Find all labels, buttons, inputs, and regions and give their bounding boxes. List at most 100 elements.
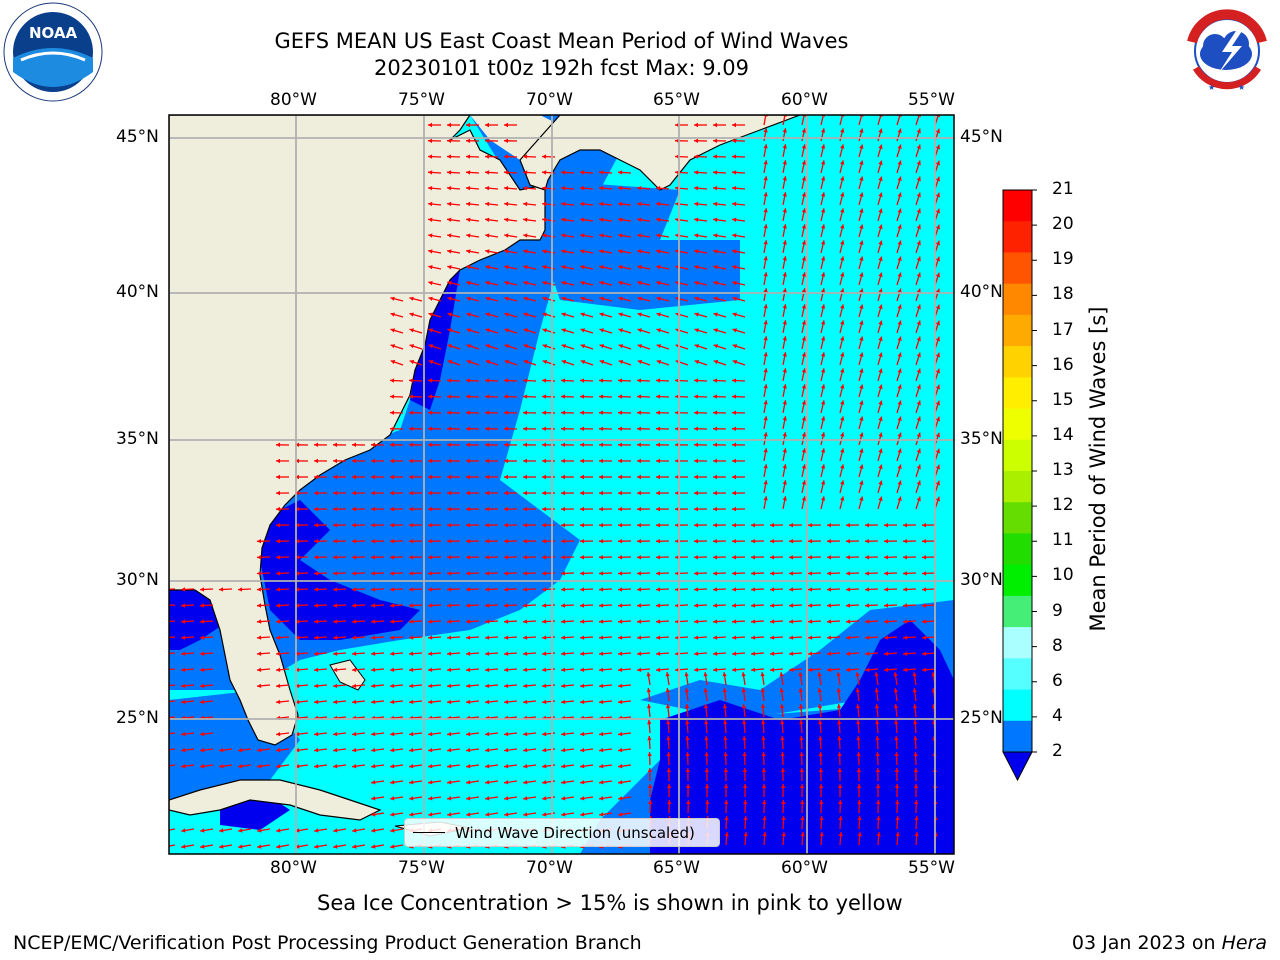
wave-direction-arrow-head	[694, 651, 699, 656]
wave-direction-arrow-head	[580, 280, 585, 286]
wave-direction-arrow-head	[276, 523, 280, 528]
wave-direction-arrow-head	[913, 736, 918, 741]
wave-direction-arrow-head	[561, 233, 566, 238]
wave-direction-arrow-head	[656, 359, 662, 365]
wave-direction-arrow-head	[371, 667, 376, 672]
wave-direction-arrow-head	[763, 272, 768, 277]
lon-label-bottom-80w: 80°W	[270, 858, 317, 878]
wave-direction-arrow-head	[820, 368, 826, 373]
wave-direction-arrow-head	[761, 752, 766, 757]
wave-direction-arrow-head	[466, 359, 472, 365]
wave-direction-arrow-head	[409, 780, 414, 785]
wave-direction-arrow-head	[466, 523, 470, 528]
wave-direction-arrow-head	[561, 359, 567, 365]
wave-direction-arrow-head	[428, 780, 433, 785]
footer-date: 03 Jan 2023 on Hera	[1072, 932, 1267, 954]
wave-direction-arrow-head	[694, 539, 699, 544]
wave-direction-arrow-head	[751, 587, 756, 592]
wave-direction-arrow-head	[504, 780, 509, 785]
wave-direction-arrow-head	[878, 496, 883, 501]
wave-direction-arrow-head	[504, 312, 509, 317]
wave-direction-arrow-head	[820, 208, 826, 213]
wave-direction-arrow-head	[618, 796, 623, 801]
wave-direction-arrow-head	[447, 426, 452, 431]
wave-direction-arrow-head	[333, 635, 338, 640]
wave-direction-arrow-head	[914, 800, 919, 805]
wave-direction-arrow-head	[523, 359, 529, 365]
wave-direction-arrow-head	[466, 490, 470, 496]
wave-direction-arrow-head	[542, 683, 547, 688]
wave-direction-arrow-head	[618, 812, 623, 817]
wave-direction-arrow-head	[200, 844, 205, 849]
wave-direction-arrow-head	[504, 683, 509, 688]
wave-direction-arrow-head	[447, 138, 451, 143]
wave-direction-arrow-head	[523, 410, 528, 415]
wave-direction-arrow-head	[409, 458, 413, 464]
colorbar-segment	[1003, 346, 1032, 378]
wave-direction-arrow-head	[722, 688, 727, 693]
wave-direction-arrow-head	[859, 192, 864, 197]
wave-direction-arrow-head	[713, 138, 717, 143]
map-legend: Wind Wave Direction (unscaled)	[404, 818, 720, 847]
wave-direction-arrow-head	[295, 844, 300, 849]
wave-direction-arrow-head	[542, 359, 548, 365]
wave-direction-arrow-head	[656, 458, 660, 464]
wave-direction-arrow	[169, 700, 176, 703]
wave-direction-arrow-head	[694, 506, 698, 512]
wave-direction-arrow-head	[352, 523, 356, 528]
wave-direction-arrow-head	[637, 539, 642, 544]
wave-direction-arrow-head	[504, 296, 509, 301]
wave-direction-arrow-head	[504, 603, 509, 608]
wave-direction-arrow-head	[675, 458, 679, 464]
wave-direction-arrow-head	[763, 144, 768, 149]
wave-direction-arrow-head	[466, 442, 470, 447]
wave-direction-arrow-head	[181, 731, 186, 737]
wave-direction-arrow-head	[684, 688, 689, 693]
wave-direction-arrow-head	[732, 201, 737, 207]
wave-direction-arrow-head	[732, 603, 737, 608]
wave-direction-arrow-head	[903, 619, 908, 624]
wave-direction-arrow-head	[916, 384, 921, 390]
wave-direction-arrow-head	[884, 651, 889, 656]
wave-direction-arrow-head	[447, 555, 452, 560]
wave-direction-arrow-head	[884, 587, 889, 592]
wave-direction-arrow-head	[916, 352, 921, 358]
wave-direction-arrow-head	[276, 587, 281, 592]
wave-direction-arrow-head	[694, 394, 699, 399]
wave-direction-arrow-head	[409, 651, 414, 656]
wave-direction-arrow-head	[504, 138, 508, 143]
wave-direction-arrow-head	[618, 344, 624, 349]
wave-direction-arrow-head	[916, 208, 921, 214]
wave-direction-arrow-head	[647, 752, 652, 757]
wave-direction-arrow-head	[897, 496, 902, 501]
wave-direction-arrow-head	[713, 635, 718, 640]
wave-direction-arrow-head	[333, 828, 338, 833]
wave-direction-arrow-head	[314, 474, 318, 480]
wave-direction-arrow-head	[656, 539, 661, 544]
wave-direction-arrow	[169, 604, 176, 606]
wave-direction-arrow-head	[916, 160, 921, 166]
wave-direction-arrow-head	[732, 571, 737, 576]
wave-direction-arrow-head	[801, 336, 807, 341]
wave-direction-arrow-head	[808, 603, 813, 608]
wave-direction-arrow-head	[666, 752, 671, 757]
wave-direction-arrow-head	[713, 490, 717, 496]
wave-direction-arrow-head	[200, 764, 205, 769]
wave-direction-arrow-head	[840, 448, 845, 453]
wave-direction-arrow-head	[800, 816, 805, 821]
wave-direction-arrow-head	[561, 312, 566, 317]
wave-direction-arrow-head	[352, 747, 357, 753]
wave-direction-arrow-head	[314, 506, 318, 512]
wave-direction-arrow-head	[798, 672, 803, 677]
wave-direction-arrow-head	[763, 432, 768, 437]
wave-direction-arrow-head	[827, 603, 832, 608]
wave-direction-arrow-head	[637, 201, 642, 207]
wave-direction-arrow-head	[770, 603, 775, 608]
wave-direction-arrow-head	[801, 320, 807, 325]
wave-direction-arrow-head	[523, 296, 528, 301]
wave-direction-arrow-head	[352, 603, 357, 608]
wave-direction-arrow-head	[732, 474, 736, 480]
wave-direction-arrow-head	[542, 490, 546, 496]
wave-direction-arrow-head	[865, 651, 870, 656]
wave-direction-arrow-head	[542, 587, 547, 592]
